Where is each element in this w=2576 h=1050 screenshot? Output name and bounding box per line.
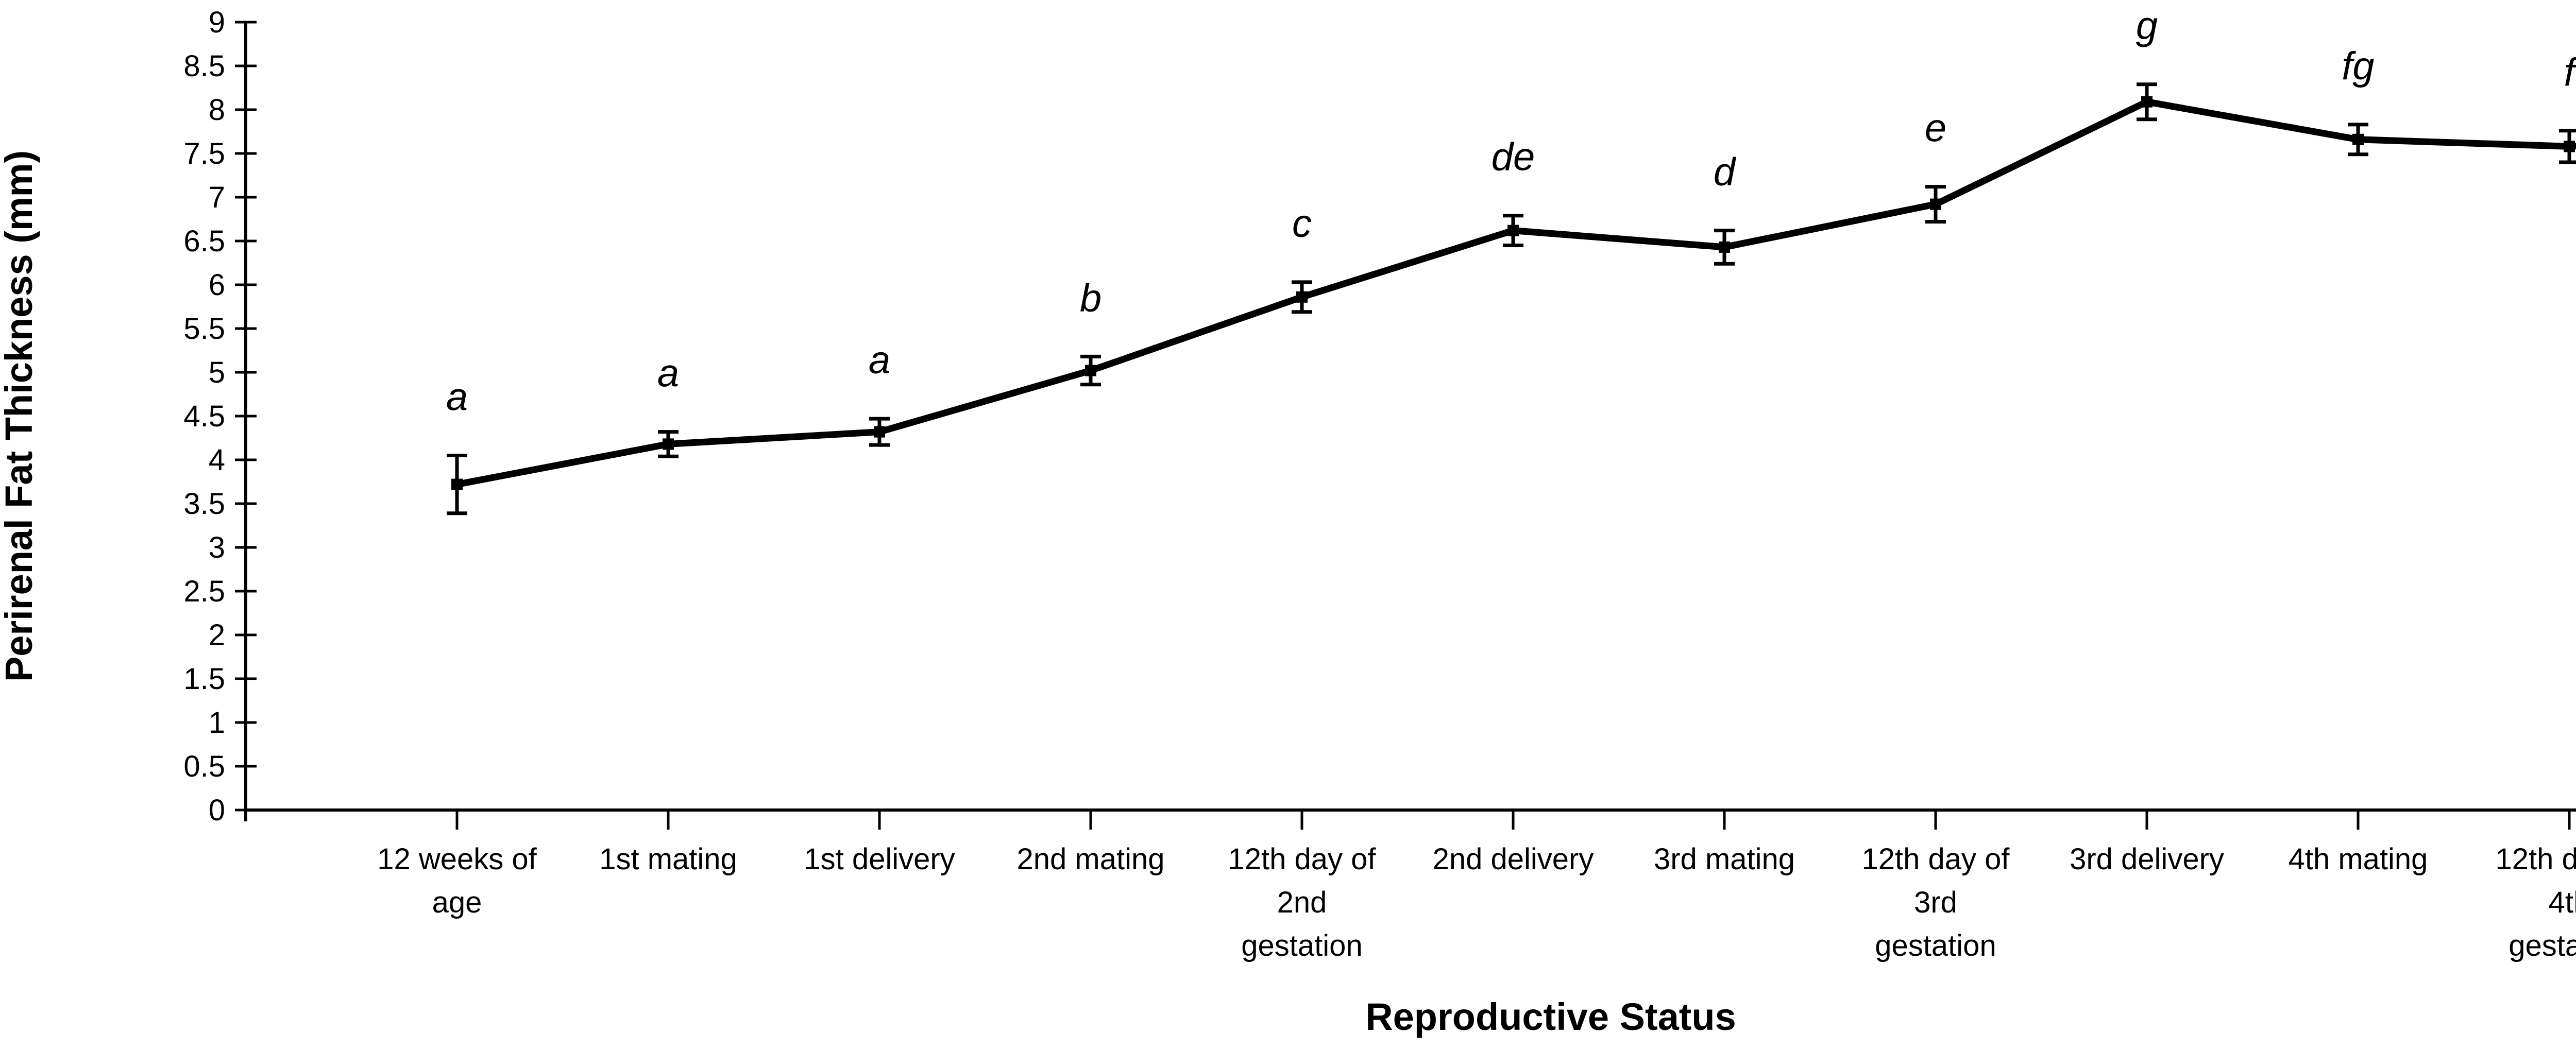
significance-letter: f	[2564, 50, 2576, 94]
y-tick-label: 0	[209, 794, 225, 827]
x-category-label: 12 weeks of age	[377, 842, 537, 919]
significance-letter: a	[657, 352, 679, 395]
x-axis: 12 weeks of age 1st mating 1st delivery 2nd …	[246, 808, 2576, 962]
x-category-label: 4th mating	[2289, 842, 2428, 876]
x-category-label: 3rd mating	[1654, 842, 1795, 876]
y-tick-label: 4	[209, 443, 225, 477]
y-tick-label: 5.5	[183, 312, 225, 346]
y-tick-label: 8	[209, 93, 225, 127]
x-category-label: 3rd delivery	[2070, 842, 2224, 876]
data-point-marker	[2352, 133, 2364, 145]
data-point-marker	[1085, 365, 1096, 376]
y-tick-label: 2	[209, 618, 225, 652]
data-point-marker	[1507, 225, 1519, 236]
significance-letter: b	[1080, 276, 1101, 320]
significance-letter: a	[446, 375, 468, 419]
x-category-label: 2nd mating	[1017, 842, 1165, 876]
significance-letter: c	[1292, 202, 1312, 246]
data-point-marker	[2141, 96, 2153, 108]
y-tick-label: 4.5	[183, 400, 225, 433]
x-category-label: 12th day of 3rd gestation	[1862, 842, 2010, 962]
data-point-marker	[874, 426, 885, 438]
y-axis: 0 0.5 1 1.5 2 2.5 3 3.5 4 4.5 5 5.5 6 6.5 7 7.5 8 8.5 9	[183, 6, 257, 827]
y-tick-label: 8.5	[183, 49, 225, 83]
y-tick-label: 7	[209, 181, 225, 214]
y-tick-label: 7.5	[183, 137, 225, 170]
y-tick-label: 1.5	[183, 662, 225, 696]
significance-letter: e	[1925, 107, 1946, 150]
significance-letter: g	[2136, 4, 2158, 48]
x-category-label: 1st delivery	[804, 842, 955, 876]
data-point-marker	[1930, 198, 1941, 210]
y-tick-label: 6	[209, 268, 225, 302]
significance-letters: aaabcdedegfgffg	[446, 4, 2576, 419]
significance-letter: d	[1714, 150, 1737, 194]
series-polyline	[456, 98, 2576, 488]
significance-letter: fg	[2342, 44, 2374, 88]
data-points	[451, 96, 2575, 490]
data-point-marker	[451, 478, 463, 490]
x-axis-title: Reproductive Status	[1365, 995, 1736, 1038]
data-point-marker	[2564, 141, 2575, 152]
x-category-label: 12th day of4thgestation	[2496, 842, 2576, 962]
y-tick-label: 3.5	[183, 487, 225, 521]
y-tick-label: 9	[209, 6, 225, 39]
data-point-marker	[1719, 241, 1730, 253]
y-tick-label: 0.5	[183, 750, 225, 783]
data-point-marker	[1296, 291, 1308, 303]
significance-letter: a	[869, 338, 890, 382]
y-tick-label: 3	[209, 531, 225, 564]
x-category-label: 12th day of 2nd gestation	[1228, 842, 1377, 962]
data-series-line	[456, 98, 2576, 488]
y-axis-title: Perirenal Fat Thickness (mm)	[0, 150, 40, 682]
x-category-label: 2nd delivery	[1433, 842, 1594, 876]
y-tick-label: 5	[209, 356, 225, 389]
y-tick-label: 2.5	[183, 575, 225, 608]
significance-letter: de	[1492, 135, 1535, 179]
y-tick-label: 6.5	[183, 225, 225, 258]
y-tick-label: 1	[209, 706, 225, 739]
data-point-marker	[663, 438, 674, 450]
x-category-label: 1st mating	[599, 842, 737, 876]
